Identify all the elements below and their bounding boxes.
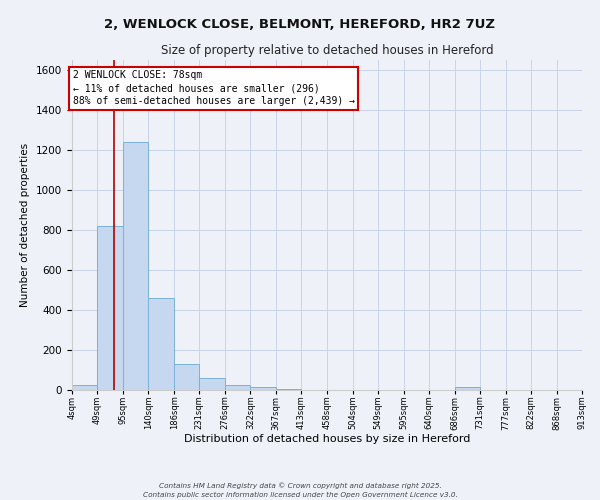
- Bar: [275, 389, 301, 390]
- Text: Contains HM Land Registry data © Crown copyright and database right 2025.
Contai: Contains HM Land Registry data © Crown c…: [143, 482, 457, 498]
- Bar: [199, 378, 224, 390]
- Text: 2, WENLOCK CLOSE, BELMONT, HEREFORD, HR2 7UZ: 2, WENLOCK CLOSE, BELMONT, HEREFORD, HR2…: [104, 18, 496, 30]
- Bar: [455, 387, 480, 390]
- Y-axis label: Number of detached properties: Number of detached properties: [20, 143, 31, 307]
- Bar: [148, 298, 174, 390]
- Bar: [123, 142, 148, 390]
- Bar: [72, 385, 97, 390]
- Title: Size of property relative to detached houses in Hereford: Size of property relative to detached ho…: [161, 44, 493, 58]
- Bar: [224, 385, 250, 390]
- Bar: [97, 226, 123, 390]
- Bar: [250, 387, 275, 390]
- Text: 2 WENLOCK CLOSE: 78sqm
← 11% of detached houses are smaller (296)
88% of semi-de: 2 WENLOCK CLOSE: 78sqm ← 11% of detached…: [73, 70, 355, 106]
- Bar: [174, 364, 199, 390]
- X-axis label: Distribution of detached houses by size in Hereford: Distribution of detached houses by size …: [184, 434, 470, 444]
